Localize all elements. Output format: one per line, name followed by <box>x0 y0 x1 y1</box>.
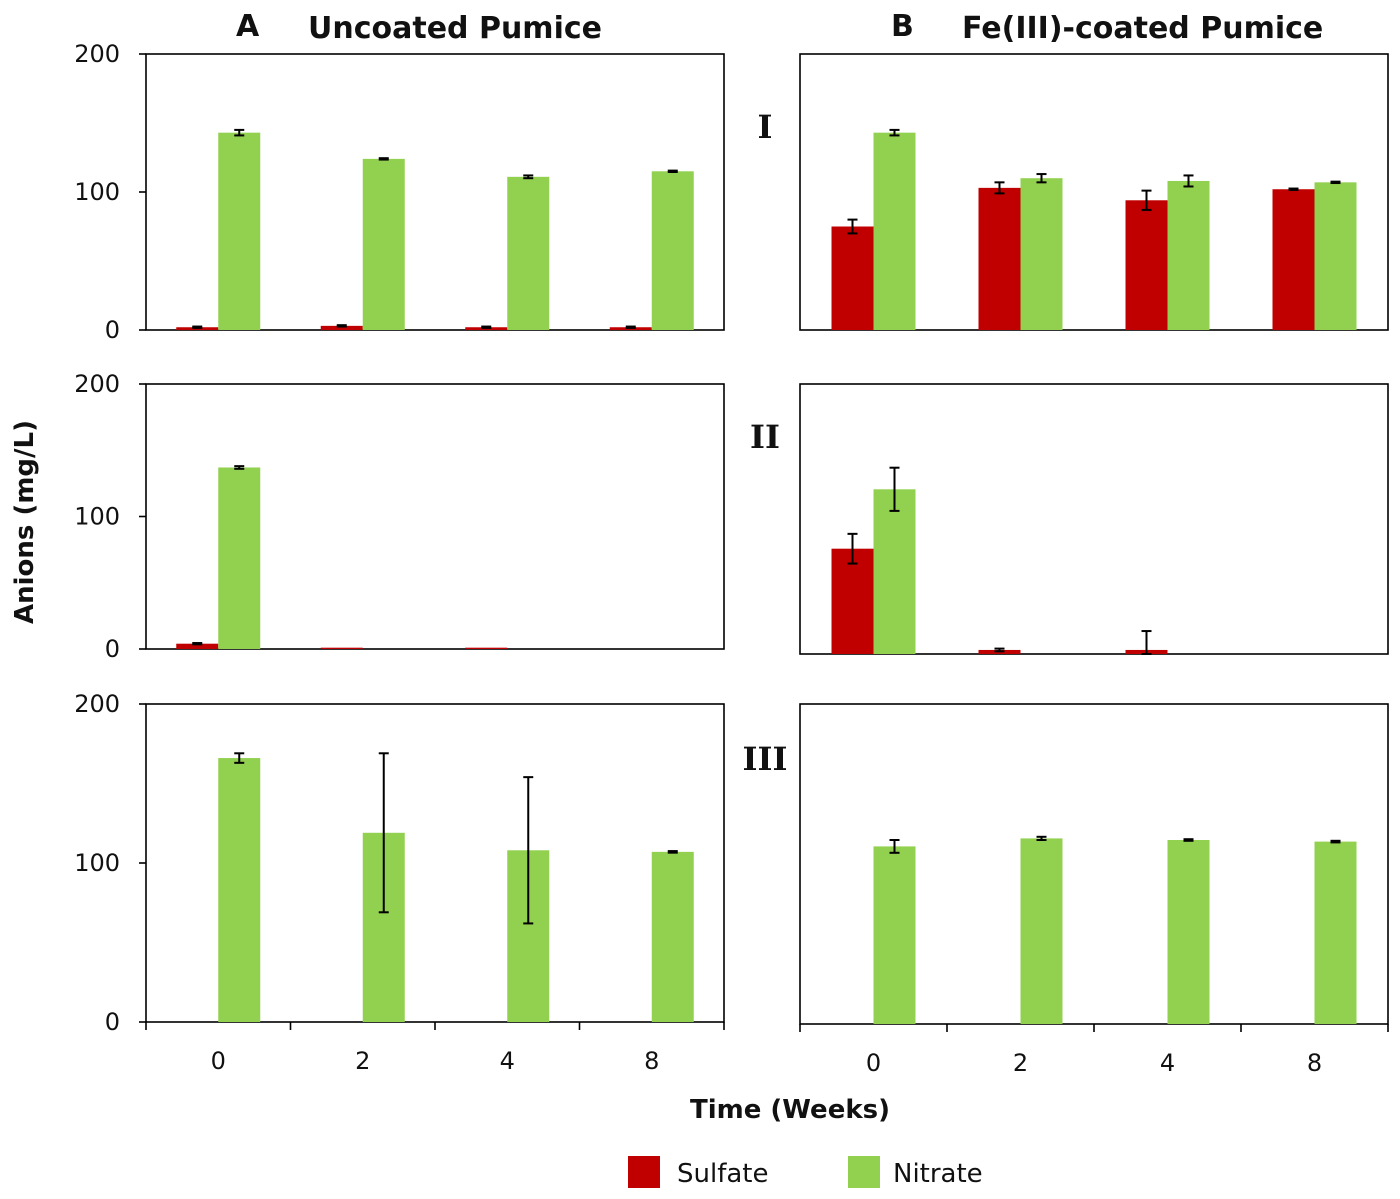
bar-nitrate-week-8 <box>1314 182 1357 330</box>
legend-swatch-nitrate <box>848 1156 880 1188</box>
bar-sulfate-week-4 <box>1125 200 1168 330</box>
x-tick-label-week-4: 4 <box>500 1047 515 1075</box>
panel-a-i: 0 100 200 <box>74 40 725 344</box>
legend-label-sulfate: Sulfate <box>677 1159 768 1189</box>
panel-a-iii: 0 100 200 0 2 4 8 <box>74 690 725 1075</box>
bar-sulfate-week-0 <box>831 226 874 330</box>
bar-nitrate-week-0 <box>873 132 916 330</box>
bar-sulfate-week-4 <box>465 647 508 649</box>
bar-nitrate-week-8 <box>651 171 694 330</box>
panel-b-letter: B <box>891 9 914 44</box>
bar-sulfate-week-8 <box>1272 189 1315 330</box>
y-tick-label: 200 <box>74 370 120 398</box>
x-tick-label-week-0: 0 <box>866 1049 881 1077</box>
bar-sulfate-week-0 <box>831 548 874 654</box>
bar-sulfate-week-2 <box>320 647 363 649</box>
bar-nitrate-week-4 <box>1167 180 1210 330</box>
bar-nitrate-week-4 <box>507 176 550 330</box>
panel-b-title: Fe(III)-coated Pumice <box>962 11 1323 46</box>
bar-nitrate-week-2 <box>1020 178 1063 330</box>
row-label-ii: II <box>750 418 780 456</box>
chart-panels: 0 100 200 0 100 200 0 100 200 0 2 4 8 0 2 4 8 <box>74 40 1389 1077</box>
row-label-iii: III <box>743 740 788 778</box>
y-tick-label: 0 <box>105 1008 120 1036</box>
y-tick-label: 100 <box>74 178 120 206</box>
x-tick-label-week-8: 8 <box>644 1047 659 1075</box>
bar-sulfate-week-2 <box>978 187 1021 330</box>
y-tick-label: 200 <box>74 690 120 718</box>
panel-b-iii: 0 2 4 8 <box>799 703 1389 1077</box>
panel-b-ii <box>799 383 1389 655</box>
x-tick-label-week-0: 0 <box>211 1047 226 1075</box>
y-tick-label: 100 <box>74 849 120 877</box>
panel-a-letter: A <box>236 9 260 44</box>
plot-frame <box>799 383 1389 655</box>
x-tick-label-week-2: 2 <box>1013 1049 1028 1077</box>
bar-nitrate-week-0 <box>873 846 916 1024</box>
bar-nitrate-week-0 <box>218 758 261 1022</box>
x-tick-label-week-8: 8 <box>1307 1049 1322 1077</box>
bar-nitrate-week-0 <box>873 489 916 654</box>
x-tick-label-week-2: 2 <box>355 1047 370 1075</box>
bar-nitrate-week-2 <box>362 158 405 330</box>
legend-swatch-sulfate <box>628 1156 660 1188</box>
bar-nitrate-week-4 <box>1167 840 1210 1024</box>
y-tick-label: 200 <box>74 40 120 68</box>
y-tick-label: 100 <box>74 503 120 531</box>
legend-label-nitrate: Nitrate <box>893 1159 983 1189</box>
bar-sulfate-week-0 <box>176 643 219 649</box>
y-axis-title: Anions (mg/L) <box>10 420 40 624</box>
bar-nitrate-week-2 <box>1020 838 1063 1024</box>
y-tick-label: 0 <box>105 316 120 344</box>
bar-nitrate-week-8 <box>651 851 694 1022</box>
legend: Sulfate Nitrate <box>628 1156 983 1189</box>
x-tick-label-week-4: 4 <box>1160 1049 1175 1077</box>
plot-frame <box>799 53 1389 331</box>
bar-nitrate-week-0 <box>218 467 261 649</box>
bar-nitrate-week-0 <box>218 132 261 330</box>
bar-sulfate-week-2 <box>320 325 363 330</box>
panel-b-i <box>799 53 1389 331</box>
panel-a-title: Uncoated Pumice <box>308 11 602 46</box>
x-axis-title: Time (Weeks) <box>690 1095 890 1125</box>
y-tick-label: 0 <box>105 635 120 663</box>
row-label-i: I <box>758 108 773 146</box>
bar-nitrate-week-8 <box>1314 841 1357 1024</box>
panel-a-ii: 0 100 200 <box>74 370 725 663</box>
